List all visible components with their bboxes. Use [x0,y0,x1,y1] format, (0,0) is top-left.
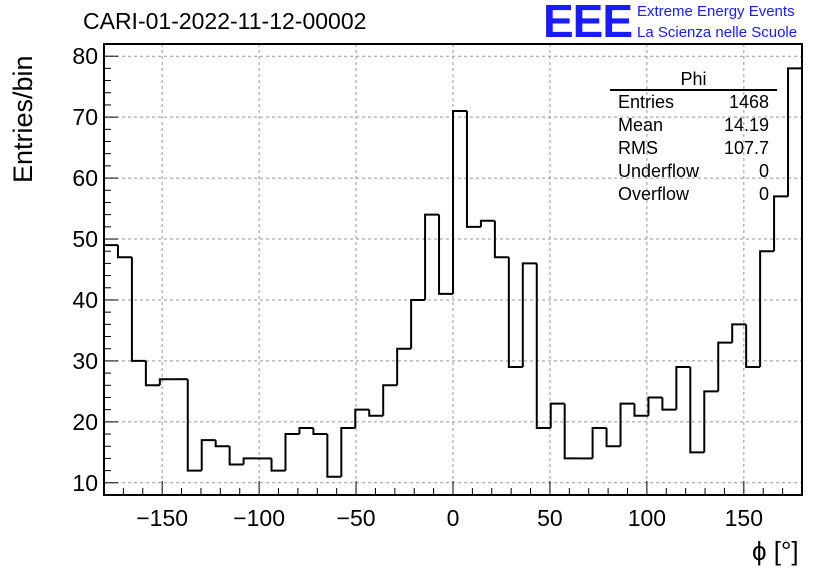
histogram-bin [647,396,663,416]
y-tick-label: 40 [72,287,98,313]
x-tick-label: −50 [337,505,376,531]
histogram-bin [507,257,523,369]
histogram-bin [689,367,705,454]
y-axis-label: Entries/bin [8,55,38,183]
histogram-bin [452,110,467,294]
histogram-bin [675,366,691,410]
histogram-bin [703,390,719,453]
histogram-bin [535,263,551,429]
stats-label: Overflow [618,184,690,204]
histogram-bin [731,323,747,343]
histogram-bin [368,409,384,417]
histogram-bin [773,195,789,252]
x-tick-label: 50 [537,505,563,531]
x-tick-label: 150 [725,505,763,531]
histogram-bin [591,426,607,459]
chart-title: CARI-01-2022-11-12-00002 [83,8,367,34]
stats-label: RMS [618,138,658,158]
histogram-bin [563,403,579,460]
histogram-bin [424,213,440,300]
stats-value: 0 [758,184,769,204]
histogram-bin [549,402,565,428]
histogram-bin [396,347,412,386]
histogram-bin [521,262,537,368]
stats-label: Underflow [618,161,700,181]
histogram-bin [186,379,202,472]
stats-row-entries: Entries 1468 [610,91,777,114]
x-tick-label: −100 [233,505,285,531]
y-tick-label: 80 [72,43,98,69]
histogram-bin [465,111,481,228]
histogram-bin [479,219,495,227]
histogram-bin [130,257,146,362]
histogram-bin [382,384,398,416]
histogram-bin [633,403,649,417]
stats-box: Phi Entries 1468 Mean 14.19 RMS 107.7 Un… [610,69,777,206]
stats-row-underflow: Underflow 0 [610,160,777,183]
histogram-bin [605,427,621,448]
histogram-bin [493,220,509,259]
histogram-bin [144,360,160,387]
stats-label: Entries [618,92,675,112]
x-tick-label: −150 [136,505,188,531]
logo-line-2: La Scienza nelle Scuole [637,24,798,41]
histogram-bin [326,434,342,478]
y-tick-label: 60 [72,165,98,191]
histogram-bin [158,378,174,386]
x-tick-label: 0 [447,505,460,531]
stats-value: 14.19 [723,115,769,135]
stats-title: Phi [610,69,777,91]
y-tick-label: 30 [72,348,98,374]
stats-value: 0 [758,161,769,181]
logo-line-1: Extreme Energy Events [637,3,795,20]
histogram-bin [354,408,370,428]
histogram-bin [298,426,314,435]
histogram-bin [228,446,244,466]
histogram-bin [745,324,761,369]
stats-row-overflow: Overflow 0 [610,183,777,206]
stats-value: 107.7 [723,138,769,158]
histogram-bin [438,214,453,295]
y-tick-label: 70 [72,104,98,130]
stats-row-mean: Mean 14.19 [610,114,777,137]
histogram-bin [270,458,286,472]
eee-logo: EEE [543,0,633,47]
histogram-bin [242,457,258,465]
y-tick-label: 20 [72,409,98,435]
histogram-bin [284,433,300,471]
y-tick-label: 50 [72,226,98,252]
stats-value: 1468 [728,92,769,112]
histogram-bin [214,440,230,448]
histogram-bin [759,250,775,368]
y-tick-label: 10 [72,470,98,496]
x-axis-label: ϕ [°] [752,536,799,566]
histogram-bin [661,397,677,411]
histogram-bin [200,439,216,471]
stats-row-rms: RMS 107.7 [610,137,777,160]
histogram-bin [717,341,733,392]
histogram-bin [410,298,426,349]
histogram-bin [619,402,635,447]
histogram-bin [116,245,132,259]
histogram-bin [312,427,328,436]
histogram-bin [787,67,802,197]
histogram-bin [340,426,356,477]
x-tick-label: 100 [628,505,666,531]
stats-label: Mean [618,115,664,135]
